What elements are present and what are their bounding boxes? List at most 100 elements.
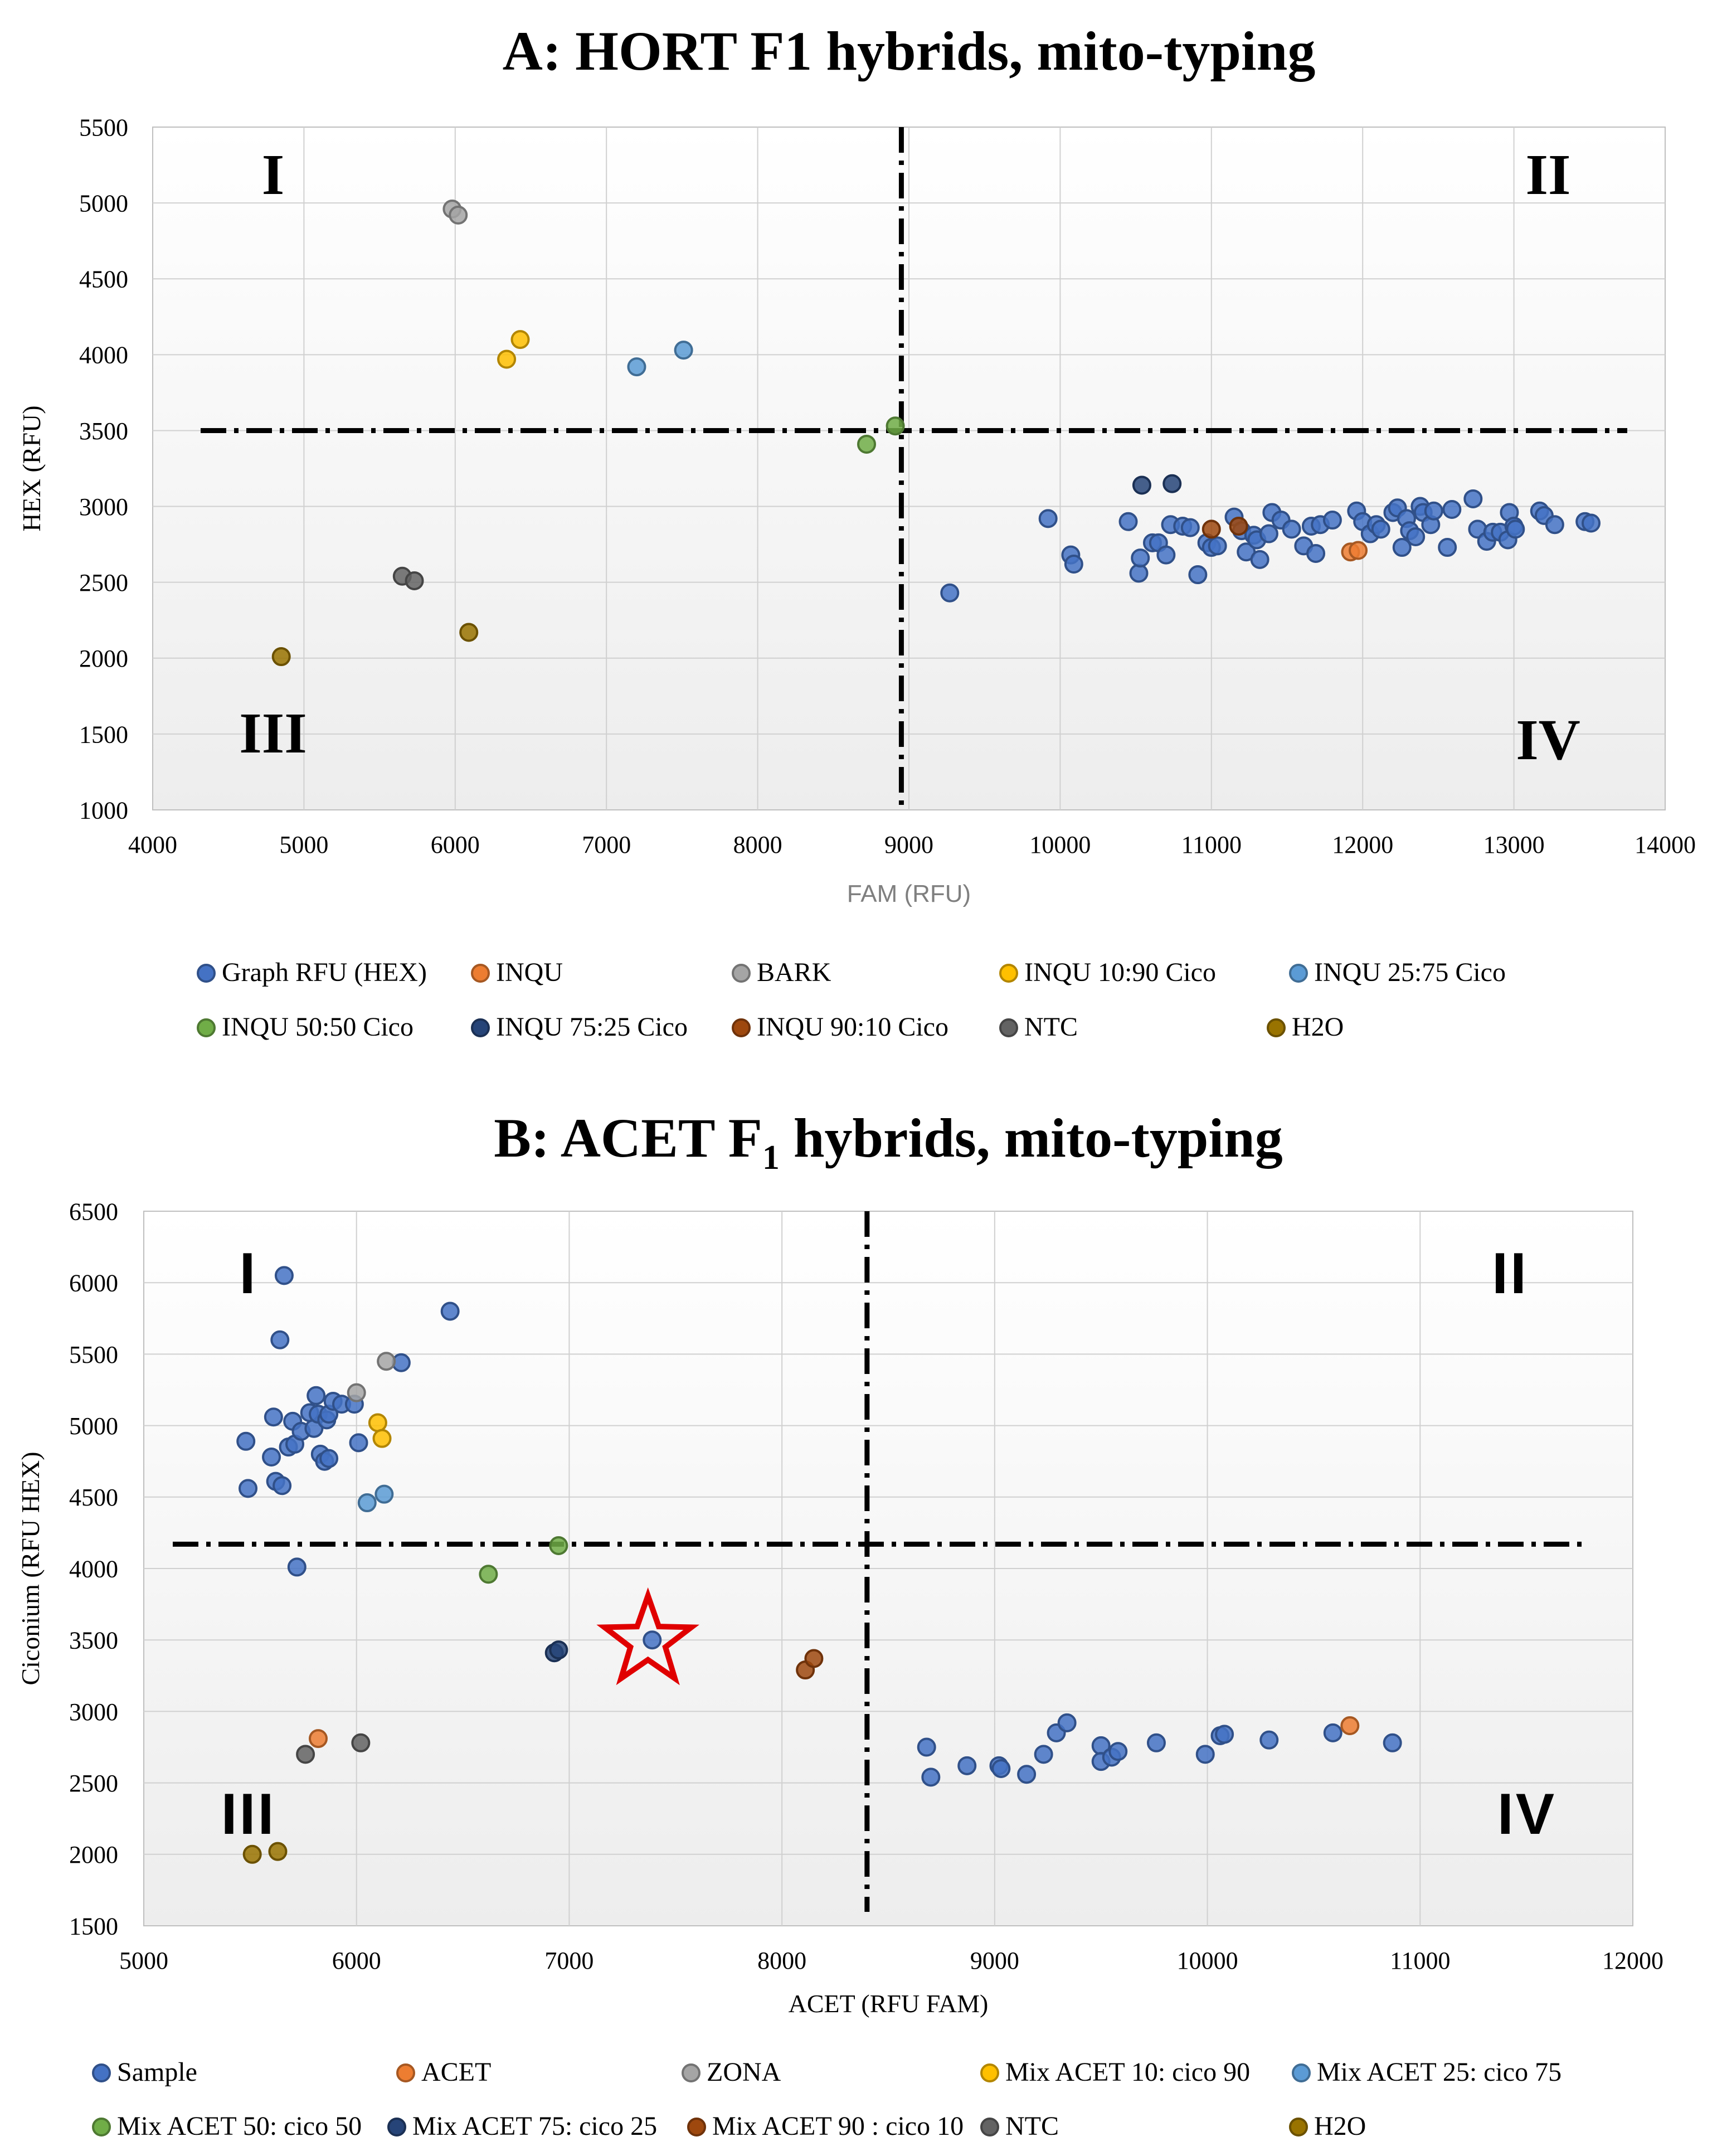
x-tick-label: 14000 (1635, 831, 1696, 858)
x-tick-label: 10000 (1029, 831, 1091, 858)
y-tick-label: 6500 (69, 1198, 118, 1225)
data-point (1323, 1723, 1342, 1742)
chart-title: A: HORT F1 hybrids, mito-typing (503, 20, 1316, 82)
data-point (1349, 541, 1368, 560)
data-point (1201, 519, 1221, 539)
legend-item: Mix ACET 90 : cico 10 (687, 2111, 964, 2141)
x-tick-label: 10000 (1177, 1947, 1238, 1974)
chart-a: A: HORT F1 hybrids, mito-typing 4000 5000 6… (17, 20, 1696, 1042)
legend-marker (1267, 1018, 1286, 1037)
series-inqu-50-50-cico (857, 416, 905, 454)
series-inqu-25-75-cico (627, 341, 693, 377)
data-point (440, 1302, 460, 1321)
x-tick-label: 9000 (970, 1947, 1019, 1974)
data-point (405, 571, 424, 590)
series-mix-acet-90-cico-10 (796, 1649, 824, 1680)
legend-item: INQU 50:50 Cico (197, 1012, 414, 1042)
legend-label: H2O (1314, 2111, 1366, 2141)
data-point (271, 647, 291, 667)
data-point (239, 1479, 258, 1498)
legend-item: INQU 90:10 Cico (732, 1012, 948, 1042)
data-point (242, 1844, 262, 1864)
quadrant-label-iv: IV (1497, 1782, 1556, 1847)
legend-label: Mix ACET 75: cico 25 (412, 2111, 657, 2141)
x-tick-label: 6000 (332, 1947, 381, 1974)
legend-item: NTC (980, 2111, 1059, 2141)
x-tick-label: 7000 (544, 1947, 594, 1974)
legend: Graph RFU (HEX) INQU BARK INQU 10:90 Cico IN… (197, 958, 1506, 1042)
quadrant-label-iii: III (221, 1782, 276, 1847)
chart-title: B: ACET F1 hybrids, mito-typing (494, 1107, 1283, 1177)
data-point (1146, 1733, 1166, 1752)
legend-label: ZONA (707, 2057, 781, 2087)
legend-label: H2O (1292, 1012, 1344, 1042)
x-tick-label: 13000 (1483, 831, 1545, 858)
legend-item: INQU 75:25 Cico (471, 1012, 688, 1042)
series-mix-acet-10-cico-90 (368, 1413, 392, 1448)
chart-title-tail: hybrids, mito-typing (780, 1107, 1283, 1169)
chart-title-main: B: ACET F (494, 1107, 762, 1169)
legend-marker (92, 2063, 111, 2082)
data-point (1017, 1765, 1037, 1784)
quadrant-label-i: I (262, 143, 284, 207)
legend-label: INQU 50:50 Cico (222, 1012, 414, 1042)
data-point (1340, 1716, 1360, 1736)
legend-item: BARK (732, 958, 831, 987)
highlight-star-marker (596, 1587, 699, 1686)
data-point (1582, 513, 1601, 533)
data-point (1038, 509, 1058, 528)
legend-marker (682, 2063, 701, 2082)
legend-item: INQU 10:90 Cico (999, 958, 1216, 987)
data-point (273, 1476, 292, 1495)
data-point (449, 205, 468, 225)
data-point (319, 1449, 339, 1468)
data-point (549, 1640, 568, 1660)
data-point (268, 1842, 288, 1861)
data-point (1442, 500, 1462, 519)
data-point (643, 1630, 662, 1650)
data-point (1034, 1745, 1053, 1764)
data-point (347, 1383, 366, 1402)
y-tick-label: 3000 (79, 493, 128, 521)
data-point (262, 1448, 281, 1467)
data-point (674, 341, 693, 360)
data-point (1322, 511, 1342, 530)
legend-marker (1289, 2118, 1308, 2136)
legend-item: Graph RFU (HEX) (197, 958, 427, 987)
data-point (1259, 1730, 1279, 1750)
y-axis-label: Ciconium (RFU HEX) (16, 1451, 45, 1685)
series-sample (236, 1266, 1402, 1787)
series-mix-acet-25-cico-75 (357, 1484, 394, 1513)
series-bark (442, 200, 468, 225)
x-tick-label: 7000 (582, 831, 631, 858)
y-tick-label: 3500 (69, 1627, 118, 1654)
data-point (510, 330, 530, 349)
legend-marker (197, 1018, 216, 1037)
data-point (1229, 516, 1248, 536)
legend-label: INQU 25:75 Cico (1314, 958, 1506, 987)
x-tick-label: 6000 (431, 831, 480, 858)
y-tick-label: 3000 (69, 1698, 118, 1726)
data-point (1506, 519, 1525, 539)
legend-item: INQU 25:75 Cico (1289, 958, 1506, 987)
y-tick-label: 2500 (69, 1770, 118, 1797)
data-point (1438, 538, 1457, 557)
legend-marker (980, 2063, 999, 2082)
quadrant-label-iv: IV (1516, 708, 1580, 772)
x-axis-label: FAM (RFU) (847, 880, 971, 907)
y-axis-label: HEX (RFU) (17, 405, 46, 531)
data-point (957, 1756, 977, 1775)
data-point (1131, 548, 1150, 568)
quadrant-label-iii: III (239, 701, 307, 765)
y-tick-label: 2000 (69, 1841, 118, 1868)
data-point (274, 1266, 294, 1285)
series-mix-acet-75-cico-25 (544, 1640, 568, 1663)
data-point (1057, 1713, 1077, 1732)
legend-marker (471, 1018, 490, 1037)
x-tick-label: 5000 (279, 831, 328, 858)
y-tick-label: 5500 (69, 1341, 118, 1368)
series-inqu-75-25-cico (1132, 474, 1182, 495)
legend-marker (1289, 964, 1308, 983)
legend-label: Mix ACET 25: cico 75 (1317, 2057, 1562, 2087)
